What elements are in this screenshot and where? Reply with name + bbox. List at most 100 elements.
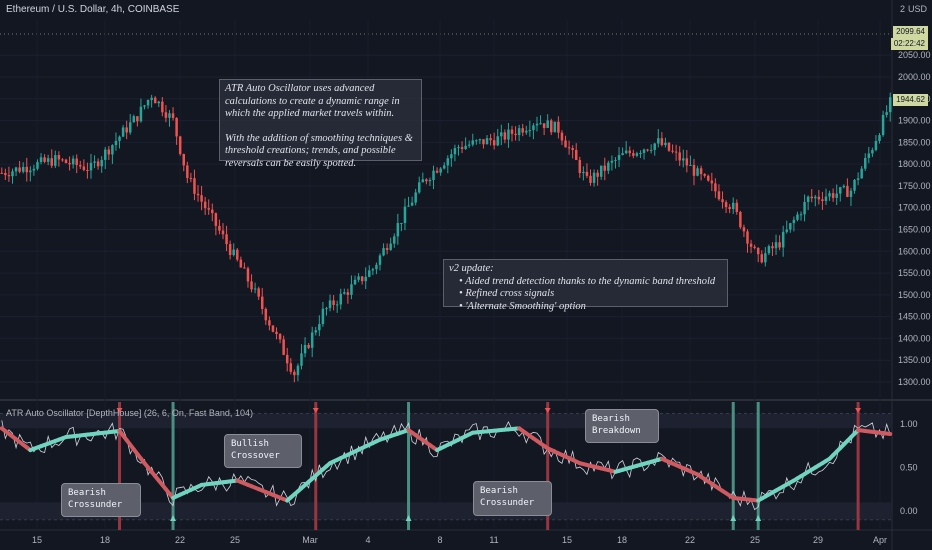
candle-body — [11, 171, 14, 177]
price-pane[interactable] — [0, 92, 892, 383]
candle-body — [325, 308, 328, 310]
candle-body — [132, 116, 136, 123]
candle-body — [671, 150, 674, 152]
candle-body — [407, 205, 410, 207]
candle-body — [507, 129, 510, 140]
candle-body — [264, 308, 268, 321]
countdown-tag: 02:22:42 — [890, 38, 928, 50]
time-tick-label: 4 — [365, 535, 370, 545]
callout-bearish-crossunder-2: Bearish Crossunder — [473, 481, 552, 516]
price-tick-label: 1650.00 — [898, 225, 931, 235]
candle-body — [389, 243, 392, 250]
candle-body — [114, 140, 118, 146]
candle-body — [885, 112, 888, 115]
candle-body — [4, 172, 7, 176]
oscillator-pane[interactable] — [0, 402, 893, 530]
candle-body — [482, 139, 485, 145]
candle-body — [796, 214, 799, 220]
candle-body — [268, 320, 271, 326]
candle-body — [496, 136, 499, 146]
price-tick-label: 1400.00 — [898, 333, 931, 343]
time-tick-label: Apr — [873, 535, 887, 545]
currency-label[interactable]: USD — [908, 4, 928, 14]
candle-body — [667, 142, 671, 151]
candle-body — [574, 149, 578, 160]
candle-body — [111, 145, 114, 155]
osc-tick-label: 0.50 — [900, 463, 918, 473]
candle-body — [450, 154, 453, 159]
candle-body — [532, 125, 535, 131]
candle-body — [853, 179, 856, 191]
candle-body — [646, 149, 649, 151]
candle-body — [749, 243, 753, 247]
candle-body — [821, 199, 824, 201]
candle-body — [207, 208, 210, 210]
candle-body — [314, 330, 318, 333]
candle-body — [710, 180, 714, 184]
candle-body — [842, 185, 846, 188]
candle-body — [189, 177, 193, 179]
candle-body — [592, 172, 596, 183]
candle-body — [414, 192, 417, 203]
candle-body — [350, 284, 353, 295]
candle-body — [856, 178, 860, 180]
candle-body — [46, 158, 50, 162]
candle-body — [239, 259, 243, 268]
callout-bullish-crossover: Bullish Crossover — [224, 434, 302, 468]
candle-body — [382, 248, 385, 256]
candle-body — [685, 158, 689, 166]
bearish-signal-line — [856, 402, 860, 530]
bearish-arrow-icon — [544, 408, 551, 413]
price-tick-label: 1300.00 — [898, 377, 931, 387]
candle-body — [25, 166, 29, 173]
candle-body — [282, 339, 285, 355]
candle-body — [32, 168, 36, 171]
candle-body — [778, 242, 781, 248]
update-item: Aided trend detection thanks to the dyna… — [459, 276, 722, 289]
candle-body — [439, 168, 442, 173]
indicator-title[interactable]: ATR Auto Oscillator [DepthHouse] (26, 6,… — [6, 408, 253, 418]
candle-body — [814, 196, 817, 199]
symbol-title[interactable]: Ethereum / U.S. Dollar, 4h, COINBASE — [6, 4, 180, 15]
candle-body — [514, 133, 517, 136]
candle-body — [375, 264, 378, 270]
candle-body — [653, 143, 656, 150]
candle-body — [614, 159, 617, 161]
candle-body — [400, 222, 403, 224]
candle-body — [475, 140, 478, 142]
candle-body — [446, 158, 450, 166]
candle-body — [214, 213, 218, 226]
candle-body — [125, 127, 128, 133]
update-title: v2 update: — [449, 263, 494, 274]
candle-body — [871, 149, 874, 154]
time-tick-label: 18 — [100, 535, 110, 545]
candle-body — [639, 152, 642, 154]
candle-body — [71, 158, 75, 165]
candle-body — [731, 202, 735, 209]
candle-body — [674, 151, 678, 153]
candle-body — [14, 167, 18, 172]
time-tick-label: 29 — [813, 535, 823, 545]
candle-body — [79, 165, 82, 167]
candle-body — [596, 172, 599, 177]
candle-body — [874, 140, 878, 150]
candle-body — [403, 206, 407, 223]
candle-body — [803, 201, 806, 215]
candle-body — [417, 182, 421, 193]
candle-body — [799, 214, 803, 216]
candle-body — [824, 196, 828, 201]
candle-body — [353, 279, 357, 285]
candle-body — [335, 304, 339, 306]
candle-body — [278, 334, 282, 340]
candle-body — [835, 193, 838, 198]
description-note: ATR Auto Oscillator uses advanced calcul… — [219, 79, 422, 169]
candle-body — [781, 231, 785, 248]
candle-body — [275, 331, 278, 335]
lower-band-zone — [0, 502, 892, 520]
candle-body — [503, 132, 507, 140]
price-tick-label: 2050.00 — [898, 50, 931, 60]
candle-body — [146, 100, 150, 106]
candle-body — [603, 165, 607, 171]
candle-body — [153, 97, 157, 104]
